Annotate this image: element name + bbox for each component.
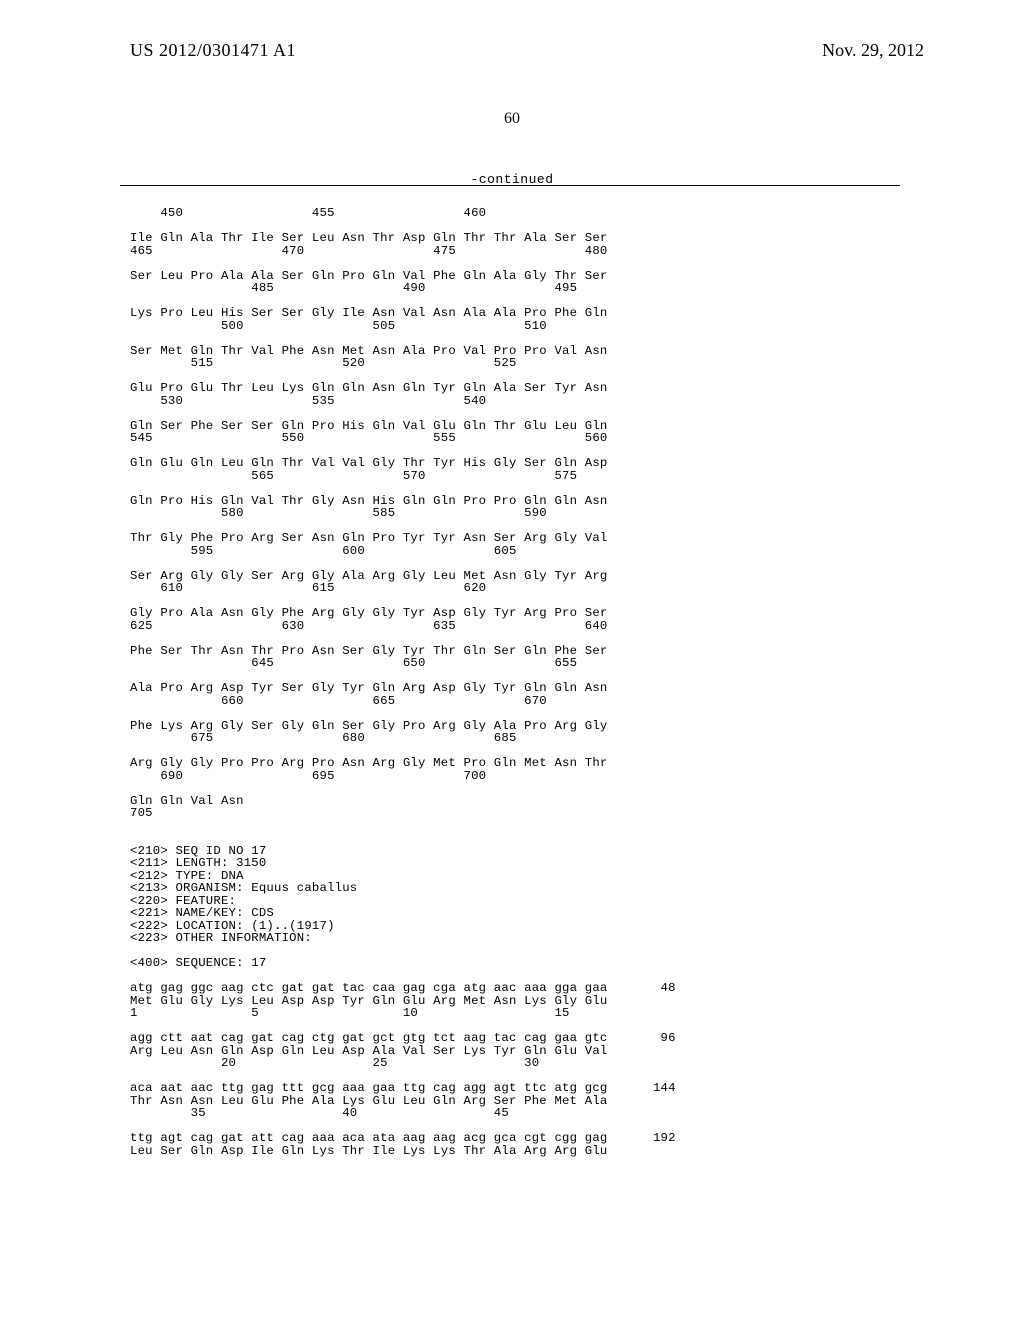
sequence-listing: 450 455 460 Ile Gln Ala Thr Ile Ser Leu … bbox=[130, 207, 676, 1157]
publication-number: US 2012/0301471 A1 bbox=[130, 40, 296, 61]
publication-date: Nov. 29, 2012 bbox=[822, 40, 924, 61]
horizontal-rule bbox=[120, 185, 900, 186]
page-header: US 2012/0301471 A1 Nov. 29, 2012 bbox=[0, 40, 1024, 70]
page-number: 60 bbox=[0, 110, 1024, 128]
